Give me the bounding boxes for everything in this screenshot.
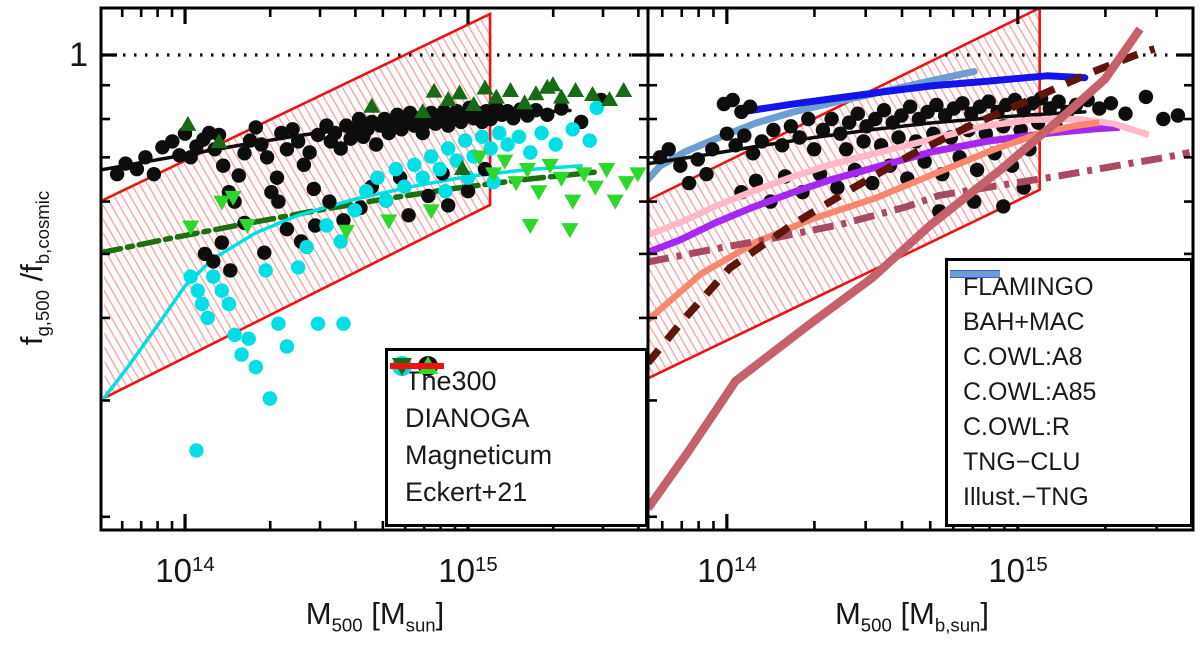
legend-left: The300 DIANOGA Magneticum Eckert+21 [385, 348, 648, 527]
legend-label: DIANOGA [405, 403, 530, 433]
legend-label: BAH+MAC [963, 308, 1085, 336]
legend-item-magneticum: Magneticum [390, 363, 645, 474]
scatter-dianoga-light-down- [182, 150, 647, 240]
legend-right: FLAMINGO BAH+MAC C.OWL:A8 C.OWL:A85 C.OW… [945, 258, 1193, 527]
legend-label: C.OWL:R [963, 413, 1070, 441]
panel-right-frame [646, 6, 1195, 532]
legend-item-tng-clu: TNG−CLU [950, 270, 1190, 480]
scatter-the300-black-sample- [109, 92, 609, 278]
curve-bah-mac [648, 119, 1100, 323]
legend-item-eckert21: Eckert+21 [390, 363, 645, 511]
curve-tng-clu [737, 72, 1089, 116]
x-tick-right-1e15: 1015 [988, 552, 1048, 589]
panel-right [648, 8, 1193, 511]
x-tick-left-1e15: 1015 [438, 552, 498, 589]
legend-label: C.OWL:A8 [963, 343, 1083, 371]
x-tick-right-1e14: 1014 [697, 552, 757, 589]
x-tick-left-1e14: 1014 [155, 552, 215, 589]
y-axis-title: fg,500 /fb,cosmic [13, 190, 54, 346]
legend-label: Magneticum [405, 440, 553, 470]
legend-label: Eckert+21 [405, 477, 528, 507]
x-axis-title-left: M500 [Msun] [305, 596, 445, 636]
curve-c-owl-r [648, 149, 1191, 266]
panel-left [101, 11, 648, 458]
legend-item-cowl-r: C.OWL:R [950, 270, 1190, 445]
curve-c-owl-a85 [648, 26, 1144, 511]
y-tick-label-1: 1 [69, 36, 88, 74]
legend-label: C.OWL:A85 [963, 378, 1097, 406]
legend-item-dianoga: DIANOGA [392, 356, 645, 437]
legend-item-bah-mac: BAH+MAC [950, 270, 1190, 340]
legend-item-cowl-a8: C.OWL:A8 [950, 270, 1190, 375]
legend-label: Illust.−TNG [963, 483, 1089, 511]
curve-the300-cyan-fit [102, 163, 583, 400]
scatter-the300-cyan-sample- [183, 100, 604, 458]
curve-c-owl-a8 [648, 45, 1156, 366]
curve-flamingo-pink- [648, 115, 1150, 239]
scatter-the300-black-sample- [652, 89, 1186, 219]
legend-item-illustris-tng: Illust.−TNG [950, 270, 1190, 515]
legend-label: TNG−CLU [963, 448, 1081, 476]
legend-item-cowl-a85: C.OWL:A85 [950, 270, 1190, 410]
x-axis-title-right: M500 [Mb,sun] [834, 596, 990, 636]
scatter-dianoga-dark-up- [179, 76, 633, 176]
